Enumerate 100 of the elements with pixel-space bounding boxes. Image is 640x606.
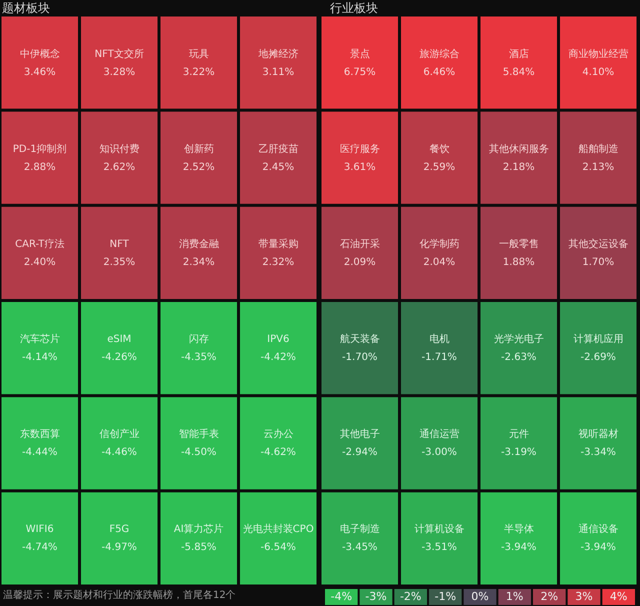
data-label: -1.71% bbox=[422, 351, 457, 364]
category-label: 其他电子 bbox=[340, 428, 380, 442]
category-label: 一般零售 bbox=[498, 238, 539, 251]
data-label: -3.94% bbox=[501, 541, 536, 554]
category-label: WIFI6 bbox=[26, 523, 54, 536]
category-label: 消费金融 bbox=[178, 238, 219, 251]
category-label: 云办公 bbox=[263, 428, 294, 442]
data-label: -1% bbox=[434, 590, 456, 604]
data-label: 6.75% bbox=[344, 66, 376, 79]
data-label: -3.45% bbox=[342, 541, 378, 554]
category-label: 船舶制造 bbox=[578, 142, 618, 156]
data-label: 2.88% bbox=[24, 160, 56, 174]
category-label: NFT bbox=[110, 238, 129, 251]
data-label: -4.35% bbox=[181, 351, 216, 364]
data-label: 0% bbox=[471, 590, 489, 604]
category-label: AI算力芯片 bbox=[174, 523, 224, 536]
data-label: 2.62% bbox=[103, 160, 136, 174]
data-label: 2.32% bbox=[262, 256, 294, 269]
data-label: -4.14% bbox=[22, 351, 58, 364]
category-label: 医疗服务 bbox=[340, 142, 380, 156]
category-label: 中伊概念 bbox=[20, 48, 60, 61]
data-label: 2.59% bbox=[423, 160, 456, 174]
category-label: eSIM bbox=[107, 333, 132, 346]
category-label: 创新药 bbox=[184, 142, 214, 156]
data-label: -6.54% bbox=[260, 541, 296, 554]
category-label: 景点 bbox=[350, 48, 370, 61]
data-label: -3.34% bbox=[580, 446, 616, 460]
data-label: 2.04% bbox=[423, 256, 456, 269]
category-label: PD-1抑制剂 bbox=[12, 142, 67, 156]
data-label: 4.10% bbox=[582, 66, 614, 79]
category-label: 石油开采 bbox=[340, 238, 380, 251]
data-label: 2.52% bbox=[182, 160, 215, 174]
data-label: -3% bbox=[365, 590, 387, 604]
category-label: 乙肝疫苗 bbox=[258, 142, 298, 156]
category-label: 化学制药 bbox=[419, 238, 460, 251]
data-label: -2.63% bbox=[501, 351, 536, 364]
category-label: 东数西算 bbox=[20, 428, 60, 442]
data-label: -4.42% bbox=[260, 351, 296, 364]
category-label: 知识付费 bbox=[99, 142, 140, 156]
data-label: 3% bbox=[575, 590, 593, 604]
category-label: 元件 bbox=[508, 428, 529, 442]
data-label: -4.74% bbox=[22, 541, 58, 554]
data-label: 1.70% bbox=[582, 256, 614, 269]
category-label: 光学光电子 bbox=[494, 333, 544, 346]
data-label: -4.44% bbox=[22, 446, 58, 460]
data-label: 3.22% bbox=[182, 66, 215, 79]
category-label: 酒店 bbox=[508, 48, 529, 61]
category-label: 闪存 bbox=[188, 333, 209, 346]
data-label: 1.88% bbox=[502, 256, 535, 269]
category-label: 玩具 bbox=[188, 48, 209, 61]
data-label: -4.97% bbox=[102, 541, 137, 554]
data-label: 2.34% bbox=[182, 256, 215, 269]
data-label: -3.51% bbox=[422, 541, 457, 554]
category-label: 其他休闲服务 bbox=[488, 142, 549, 156]
data-label: -4.26% bbox=[102, 351, 137, 364]
data-label: 3.61% bbox=[344, 160, 376, 174]
category-label: 光电共封装CPO bbox=[242, 523, 314, 536]
data-label: -2.94% bbox=[342, 446, 378, 460]
data-label: 2.35% bbox=[103, 256, 136, 269]
data-label: 5.84% bbox=[502, 66, 535, 79]
text: 题材板块 bbox=[2, 1, 50, 15]
data-label: -4.46% bbox=[102, 446, 137, 460]
data-label: -3.19% bbox=[501, 446, 536, 460]
category-label: 其他交运设备 bbox=[568, 238, 628, 251]
data-label: 3.46% bbox=[24, 66, 56, 79]
category-label: 带量采购 bbox=[258, 238, 298, 251]
data-label: 1% bbox=[506, 590, 524, 604]
data-label: -2% bbox=[400, 590, 422, 604]
data-label: -1.70% bbox=[342, 351, 378, 364]
category-label: 商业物业经营 bbox=[568, 48, 628, 61]
text: 行业板块 bbox=[330, 1, 378, 15]
data-label: 2% bbox=[540, 590, 558, 604]
data-label: -5.85% bbox=[181, 541, 216, 554]
data-label: 2.18% bbox=[502, 160, 535, 174]
category-label: 半导体 bbox=[504, 523, 534, 536]
data-label: 6.46% bbox=[423, 66, 456, 79]
category-label: 视听器材 bbox=[578, 428, 618, 442]
data-label: 4% bbox=[610, 590, 628, 604]
category-label: NFT文交所 bbox=[94, 48, 144, 61]
category-label: IPV6 bbox=[267, 333, 290, 346]
category-label: 智能手表 bbox=[178, 428, 219, 442]
data-label: -4.50% bbox=[181, 446, 216, 460]
category-label: 信创产业 bbox=[99, 428, 140, 442]
category-label: 电机 bbox=[429, 333, 450, 346]
text: 温馨提示：展示题材和行业的涨跌幅榜，首尾各12个 bbox=[3, 589, 236, 603]
category-label: 餐饮 bbox=[429, 142, 450, 156]
data-label: -3.00% bbox=[422, 446, 457, 460]
category-label: 电子制造 bbox=[340, 523, 380, 536]
category-label: 通信运营 bbox=[419, 428, 460, 442]
category-label: 汽车芯片 bbox=[20, 333, 60, 346]
data-label: -3.94% bbox=[580, 541, 616, 554]
data-label: 3.28% bbox=[103, 66, 136, 79]
data-label: 2.45% bbox=[262, 160, 294, 174]
data-label: 2.09% bbox=[344, 256, 376, 269]
data-label: 3.11% bbox=[262, 66, 294, 79]
data-label: 2.13% bbox=[582, 160, 614, 174]
data-label: -2.69% bbox=[580, 351, 616, 364]
category-label: F5G bbox=[109, 523, 130, 536]
category-label: 地摊经济 bbox=[258, 48, 298, 61]
category-label: 计算机设备 bbox=[414, 523, 464, 536]
